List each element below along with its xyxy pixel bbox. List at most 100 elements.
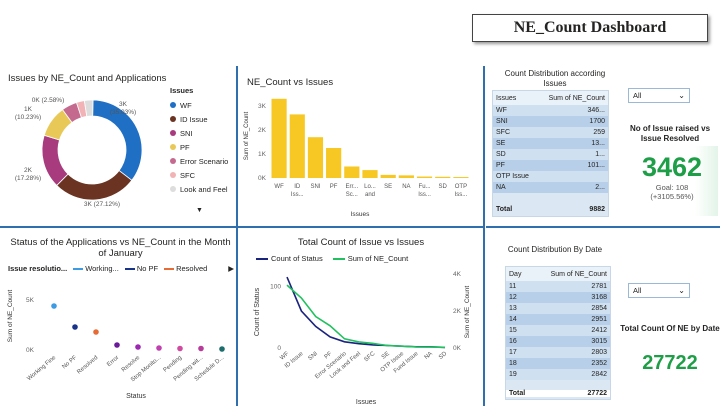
bar[interactable] bbox=[380, 174, 396, 178]
scatter-point[interactable] bbox=[93, 329, 99, 335]
issues-table[interactable]: Issues Sum of NE_Count WF 346... SNI 1700 SF… bbox=[492, 90, 609, 217]
scatter-point[interactable] bbox=[177, 345, 183, 352]
date-table-row[interactable]: 15 2412 bbox=[506, 325, 610, 336]
donut-title: Issues by NE_Count and Applications bbox=[8, 73, 167, 84]
donut-slice-sni[interactable] bbox=[41, 134, 69, 186]
day-col-header[interactable]: Day bbox=[509, 270, 522, 278]
scatter-title: Status of the Applications vs NE_Count i… bbox=[10, 237, 231, 259]
issues-table-row[interactable]: NA 2... bbox=[493, 182, 608, 193]
scatter-legend-item[interactable]: Working... bbox=[73, 264, 119, 273]
donut-chart[interactable]: 3K (35.03%) 3K (27.12%) 2K (17.28%) 1K (10.23%… bbox=[0, 86, 236, 226]
scatter-point[interactable] bbox=[198, 345, 204, 352]
bar[interactable] bbox=[435, 176, 451, 178]
date-table-row[interactable]: 18 2352 bbox=[506, 358, 610, 369]
bar[interactable] bbox=[362, 170, 378, 178]
donut-slice-look-and-feel[interactable] bbox=[83, 99, 94, 117]
line-ytick-left: 100 bbox=[270, 283, 281, 290]
line-series-count-of-status[interactable] bbox=[286, 276, 446, 349]
bar-chart[interactable]: 3K 2K 1K 0K Sum of NE_Count WF ID Iss... SNI PF Er… bbox=[240, 88, 480, 224]
issues-table-row[interactable]: WF 346... bbox=[493, 105, 608, 116]
donut-slice-id-issue[interactable] bbox=[56, 170, 133, 201]
issues-table-cell: 346... bbox=[587, 107, 605, 114]
line-legend-item[interactable]: Count of Status bbox=[256, 254, 323, 263]
date-table[interactable]: Day Sum of NE_Count 11 2781 12 3168 13 2854 14… bbox=[505, 266, 611, 400]
scatter-point[interactable] bbox=[219, 346, 225, 352]
scatter-point[interactable] bbox=[72, 324, 78, 330]
bar[interactable] bbox=[453, 177, 469, 178]
donut-legend-item[interactable]: SNI bbox=[170, 126, 236, 140]
bar-xtick: ID Iss... bbox=[291, 184, 304, 198]
date-table-cell: 18 bbox=[509, 360, 517, 367]
issues-table-cell: 1700 bbox=[589, 118, 605, 125]
issues-slicer[interactable]: All ⌄ bbox=[628, 88, 690, 103]
legend-next-icon[interactable]: ▶ bbox=[228, 264, 234, 273]
ne-count-col-header[interactable]: Sum of NE_Count bbox=[548, 94, 605, 102]
legend-line-icon bbox=[332, 257, 345, 260]
donut-legend-item[interactable]: Error Scenario bbox=[170, 154, 236, 168]
scatter-point[interactable] bbox=[135, 344, 141, 350]
issues-table-row[interactable]: SE 13... bbox=[493, 138, 608, 149]
scatter-ytick: 5K bbox=[26, 297, 35, 304]
line-series-sum-of-ne-count[interactable] bbox=[286, 284, 446, 349]
date-table-row[interactable]: 17 2803 bbox=[506, 347, 610, 358]
issues-table-cell: SE bbox=[496, 140, 506, 147]
bar[interactable] bbox=[398, 175, 414, 178]
date-table-row[interactable]: 14 2951 bbox=[506, 314, 610, 325]
scatter-legend-item[interactable]: No PF bbox=[124, 264, 158, 273]
date-table-cell: 2352 bbox=[591, 360, 607, 367]
issues-table-row[interactable]: OTP Issue bbox=[493, 171, 608, 182]
bar-xtick: PF bbox=[330, 184, 338, 190]
bar[interactable] bbox=[307, 137, 324, 178]
date-table-cell: 19 bbox=[509, 371, 517, 378]
issues-table-row[interactable]: PF 101... bbox=[493, 160, 608, 171]
issues-table-row[interactable]: SD 1... bbox=[493, 149, 608, 160]
date-table-row[interactable]: 11 2781 bbox=[506, 281, 610, 292]
bar-xtick: SNI bbox=[310, 184, 320, 190]
divider-v2 bbox=[483, 66, 485, 406]
bar[interactable] bbox=[271, 98, 287, 178]
bar[interactable] bbox=[289, 114, 305, 178]
donut-label-left_top: 1K (10.23%) bbox=[15, 106, 41, 121]
donut-legend-item[interactable]: PF bbox=[170, 140, 236, 154]
date-slicer[interactable]: All ⌄ bbox=[628, 283, 690, 298]
date-table-row[interactable]: 16 3015 bbox=[506, 336, 610, 347]
legend-more-icon[interactable]: ▼ bbox=[196, 207, 203, 214]
issues-table-cell: PF bbox=[496, 162, 505, 169]
bar[interactable] bbox=[416, 176, 433, 178]
scatter-chart[interactable]: 5K 0K Sum of NE_Count Working Fine No PFReso… bbox=[0, 276, 236, 406]
legend-dot-icon bbox=[170, 102, 176, 108]
scatter-ytick: 0K bbox=[26, 347, 35, 354]
donut-legend-item[interactable]: WF bbox=[170, 98, 236, 112]
scatter-xtick: No PF bbox=[61, 355, 78, 371]
donut-legend-item[interactable]: ID Issue bbox=[170, 112, 236, 126]
line-legend-item[interactable]: Sum of NE_Count bbox=[332, 254, 408, 263]
scatter-legend-item[interactable]: Resolved bbox=[164, 264, 207, 273]
legend-line-icon bbox=[256, 257, 268, 260]
scatter-point[interactable] bbox=[51, 303, 57, 309]
bar[interactable] bbox=[344, 166, 360, 178]
bar-xtick: SD bbox=[439, 184, 448, 190]
issues-table-row[interactable]: SNI 1700 bbox=[493, 116, 608, 127]
donut-legend-item[interactable]: Look and Feel bbox=[170, 182, 236, 196]
scatter-legend: Issue resolutio... Working... No PF Resolv… bbox=[8, 264, 234, 273]
donut-legend: Issues WF ID Issue SNI PF Error Scenario SFC L… bbox=[170, 86, 236, 196]
bar-ylabel: Sum of NE_Count bbox=[244, 111, 250, 160]
scatter-point[interactable] bbox=[156, 345, 162, 351]
issues-table-row[interactable]: SFC 259 bbox=[493, 127, 608, 138]
scatter-point[interactable] bbox=[114, 342, 120, 348]
bar[interactable] bbox=[326, 148, 342, 178]
line-chart[interactable]: 100 0 4K 2K 0K Count of Status Sum of NE_Count… bbox=[239, 264, 483, 408]
date-table-row[interactable]: 13 2854 bbox=[506, 303, 610, 314]
date-table-row[interactable]: 12 3168 bbox=[506, 292, 610, 303]
line-xtick: SNI bbox=[307, 351, 319, 362]
date-table-row[interactable]: 19 2842 bbox=[506, 369, 610, 380]
scatter-legend-label: Working... bbox=[85, 264, 119, 273]
date-ne-col-header[interactable]: Sum of NE_Count bbox=[550, 270, 607, 278]
issues-col-header[interactable]: Issues bbox=[496, 94, 517, 102]
legend-dot-icon bbox=[170, 158, 176, 164]
donut-legend-item[interactable]: SFC bbox=[170, 168, 236, 182]
scatter-xlabel: Status bbox=[126, 393, 146, 400]
bar-xtick: Fu... Iss... bbox=[418, 184, 431, 198]
donut-legend-label: PF bbox=[180, 142, 190, 152]
date-table-cell: 17 bbox=[509, 349, 517, 356]
